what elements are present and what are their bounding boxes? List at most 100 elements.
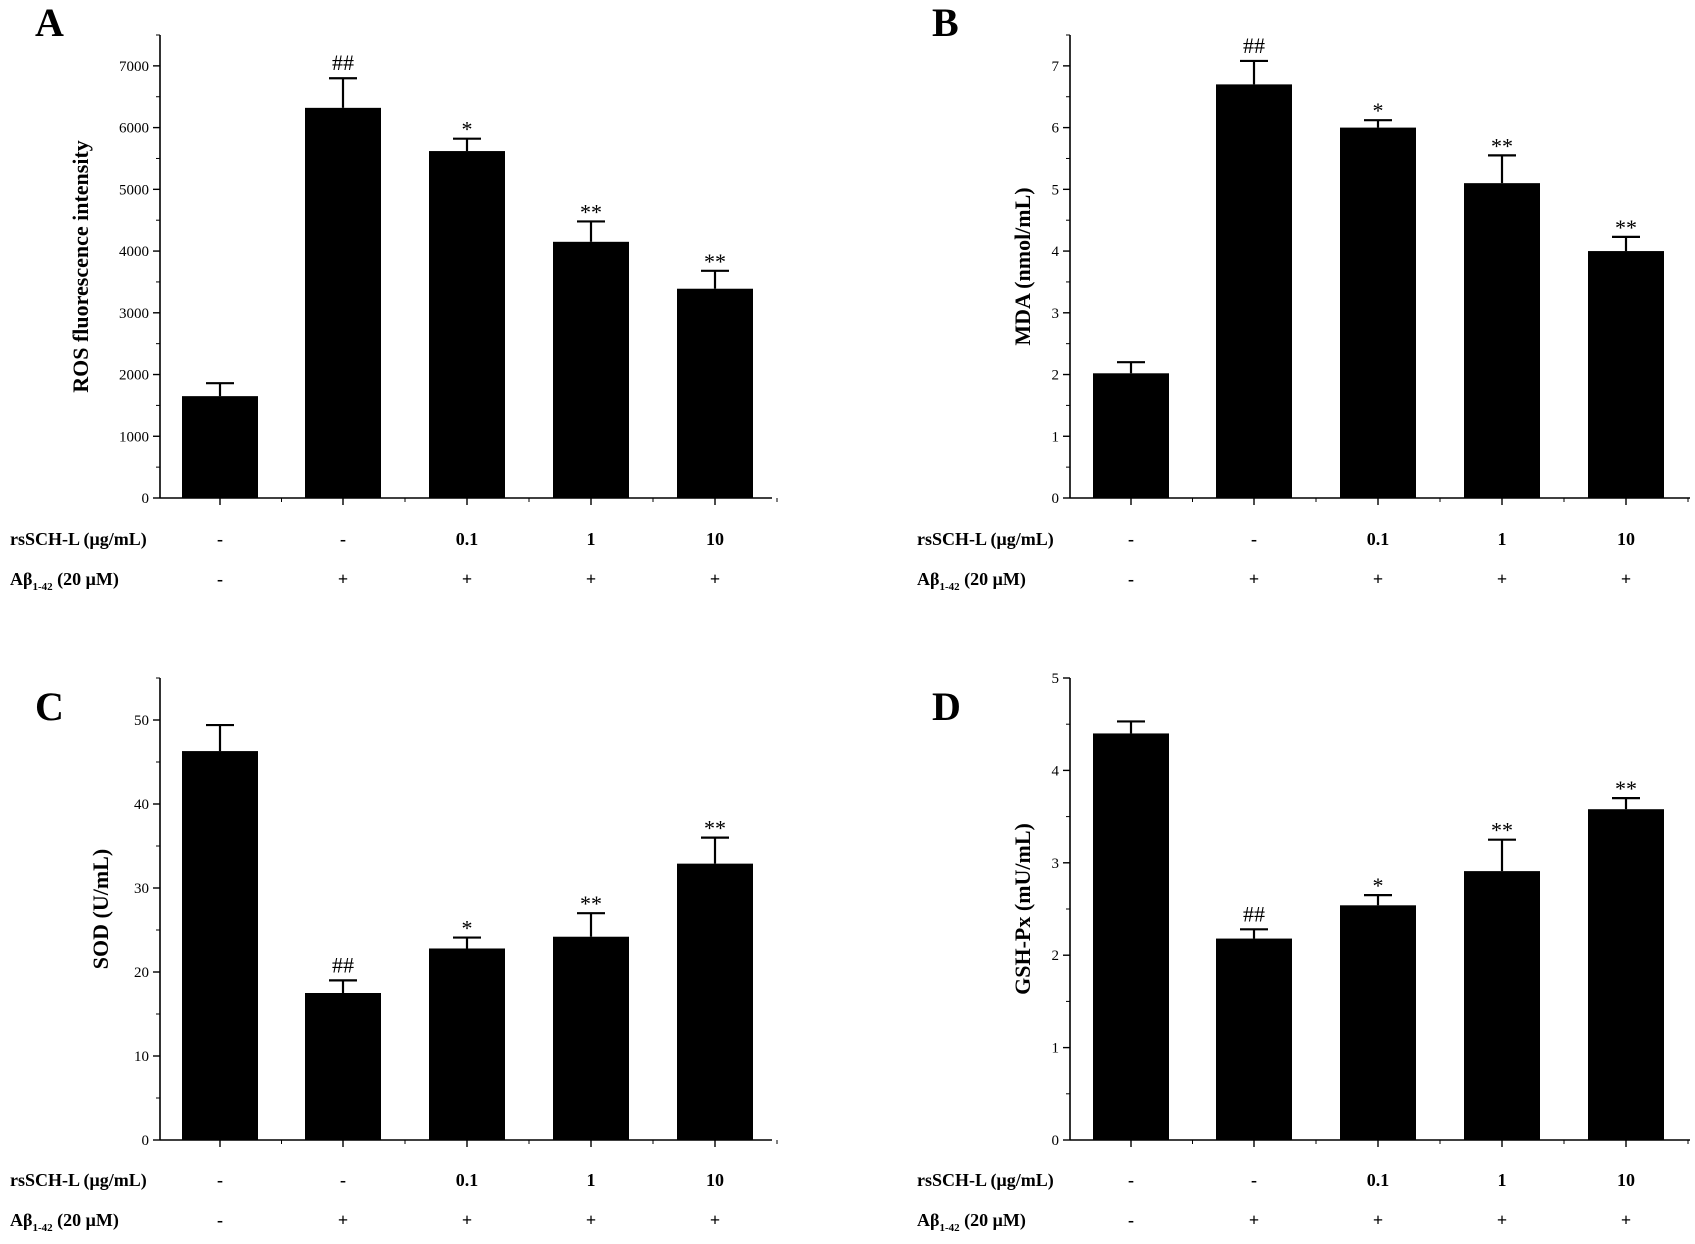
dose-cell: -: [340, 1170, 346, 1190]
dose-cell: 1: [587, 529, 596, 549]
y-tick-label: 0: [1052, 491, 1060, 507]
abeta-prefix: Aβ: [917, 569, 939, 589]
abeta-cell: +: [338, 1210, 348, 1230]
abeta-row-label: Aβ1-42 (20 μM): [917, 569, 1026, 593]
y-axis-label: SOD (U/mL): [88, 849, 113, 969]
bar: [553, 936, 629, 1140]
abeta-cell: +: [1621, 569, 1631, 589]
bar: [182, 396, 258, 498]
y-tick-label: 0: [142, 491, 150, 507]
significance-mark: **: [580, 891, 602, 916]
bar: [1216, 84, 1292, 499]
dose-cell: 0.1: [1367, 1170, 1390, 1190]
y-tick-label: 4: [1052, 763, 1060, 779]
significance-mark: *: [462, 916, 473, 941]
significance-mark: **: [1615, 215, 1637, 240]
bar: [429, 948, 505, 1140]
y-tick-label: 1: [1052, 1041, 1060, 1057]
y-tick-label: 1000: [119, 429, 149, 445]
abeta-cell: +: [462, 569, 472, 589]
abeta-cell: +: [1497, 569, 1507, 589]
dose-cell: -: [340, 529, 346, 549]
y-tick-label: 5000: [119, 182, 149, 198]
abeta-cell: +: [1249, 569, 1259, 589]
y-tick-label: 20: [134, 965, 149, 981]
dose-cell: -: [1128, 1170, 1134, 1190]
significance-mark: **: [1491, 133, 1513, 158]
y-tick-label: 1: [1052, 429, 1060, 445]
abeta-subscript: 1-42: [939, 581, 960, 593]
y-tick-label: 40: [134, 797, 149, 813]
dose-cell: -: [1251, 529, 1257, 549]
y-tick-label: 10: [134, 1049, 149, 1065]
bar: [1588, 251, 1664, 498]
abeta-suffix: (20 μM): [53, 1210, 119, 1231]
bar: [1093, 733, 1169, 1140]
dose-cell: 1: [587, 1170, 596, 1190]
significance-mark: **: [1615, 776, 1637, 801]
abeta-cell: +: [338, 569, 348, 589]
panel-letter: A: [35, 0, 64, 45]
bar: [1588, 809, 1664, 1140]
dose-cell: -: [217, 1170, 223, 1190]
abeta-cell: +: [1621, 1210, 1631, 1230]
significance-mark: ##: [1243, 33, 1265, 58]
abeta-row-label: Aβ1-42 (20 μM): [10, 569, 119, 593]
y-tick-label: 5: [1052, 182, 1060, 198]
abeta-cell: +: [1373, 569, 1383, 589]
y-axis-label: GSH-Px (mU/mL): [1010, 823, 1035, 995]
y-axis-label: ROS fluorescence intensity: [68, 140, 93, 393]
dose-row-label: rsSCH-L (μg/mL): [10, 529, 147, 550]
panel-letter: B: [932, 0, 959, 45]
y-tick-label: 4: [1052, 244, 1060, 260]
bar: [677, 288, 753, 498]
y-tick-label: 50: [134, 713, 149, 729]
bar: [1340, 905, 1416, 1140]
significance-mark: **: [1491, 818, 1513, 843]
significance-mark: ##: [332, 952, 354, 977]
abeta-cell: -: [217, 569, 223, 589]
dose-row-label: rsSCH-L (μg/mL): [917, 1170, 1054, 1191]
dose-cell: -: [217, 529, 223, 549]
bar: [182, 751, 258, 1140]
significance-mark: *: [462, 117, 473, 142]
abeta-suffix: (20 μM): [53, 569, 119, 590]
significance-mark: **: [704, 816, 726, 841]
bar: [1216, 938, 1292, 1140]
y-tick-label: 2000: [119, 368, 149, 384]
dose-cell: 0.1: [456, 1170, 479, 1190]
abeta-suffix: (20 μM): [960, 569, 1026, 590]
y-tick-label: 2: [1052, 368, 1060, 384]
abeta-cell: -: [217, 1210, 223, 1230]
dose-cell: 10: [706, 529, 724, 549]
abeta-cell: -: [1128, 569, 1134, 589]
bar: [1464, 871, 1540, 1140]
panel-letter: D: [932, 684, 961, 729]
abeta-cell: +: [586, 1210, 596, 1230]
chart-panel-a: A 0 1000 2000 3000 4000 5000 6000 7000 ROS fluore…: [10, 0, 778, 593]
significance-mark: *: [1373, 873, 1384, 898]
y-tick-label: 3000: [119, 306, 149, 322]
bar: [1093, 373, 1169, 498]
y-tick-label: 2: [1052, 948, 1060, 964]
bar: [305, 993, 381, 1140]
bar: [1340, 127, 1416, 498]
abeta-cell: +: [462, 1210, 472, 1230]
y-tick-label: 7000: [119, 59, 149, 75]
y-tick-label: 0: [1052, 1133, 1060, 1149]
y-tick-label: 30: [134, 881, 149, 897]
significance-mark: ##: [332, 50, 354, 75]
abeta-row-label: Aβ1-42 (20 μM): [10, 1210, 119, 1234]
significance-mark: *: [1373, 98, 1384, 123]
abeta-cell: +: [1373, 1210, 1383, 1230]
dose-cell: 10: [1617, 1170, 1635, 1190]
abeta-row-label: Aβ1-42 (20 μM): [917, 1210, 1026, 1234]
dose-cell: -: [1251, 1170, 1257, 1190]
abeta-cell: +: [710, 569, 720, 589]
significance-mark: **: [704, 249, 726, 274]
bar: [1464, 183, 1540, 498]
